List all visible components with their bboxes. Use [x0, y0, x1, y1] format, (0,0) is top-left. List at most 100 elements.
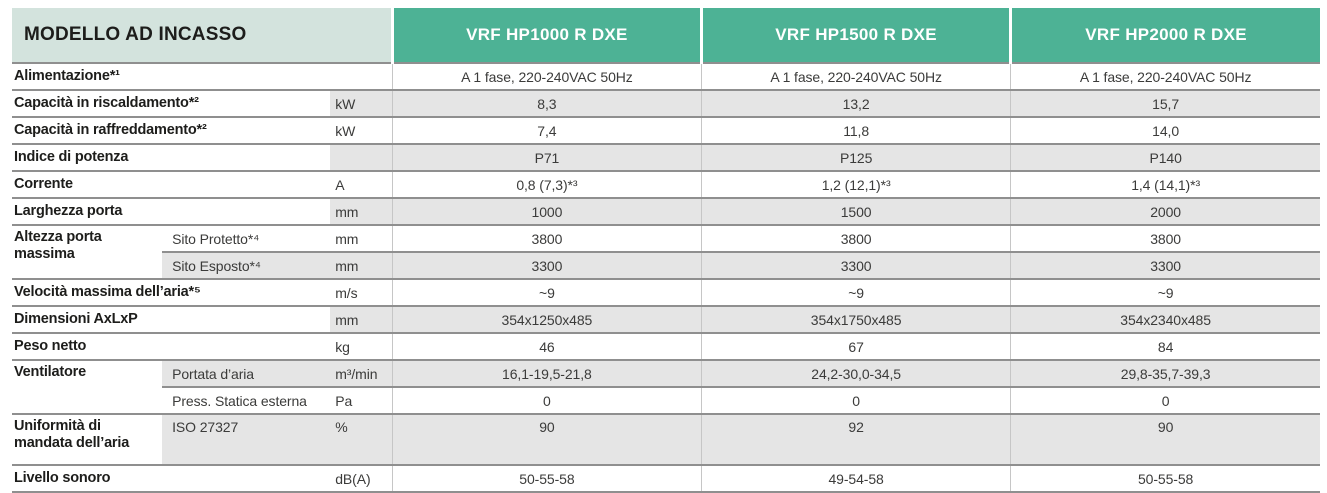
cell-value: 84 [1010, 332, 1320, 360]
table-row-ventilatore-portata: Ventilatore Portata d’aria m³/min 16,1-1… [12, 359, 1320, 414]
table-row-corrente: Corrente A 0,8 (7,3)*³ 1,2 (12,1)*³ 1,4 … [12, 170, 1320, 198]
row-unit [330, 62, 393, 90]
cell-value: 354x2340x485 [1010, 305, 1320, 333]
row-sublabel: ISO 27327 [162, 413, 331, 465]
cell-value: 8,3 [391, 89, 702, 117]
cell-value: 1,2 (12,1)*³ [700, 170, 1011, 198]
row-label: Capacità in riscaldamento*² [12, 89, 331, 117]
cell-value: 1500 [700, 197, 1011, 225]
column-header-model-3: VRF HP2000 R DXE [1009, 8, 1320, 63]
cell-value: 0 [391, 386, 702, 414]
row-unit: Pa [330, 386, 393, 414]
table-row-capacita-raffreddamento: Capacità in raffreddamento*² kW 7,4 11,8… [12, 116, 1320, 144]
cell-value: 3300 [391, 251, 702, 279]
cell-value: A 1 fase, 220-240VAC 50Hz [1010, 62, 1320, 90]
row-sublabel: Portata d’aria [162, 359, 331, 387]
table-row-altezza-porta-protetto: Altezza porta massima Sito Protetto*⁴ mm… [12, 224, 1320, 279]
cell-value: 354x1750x485 [700, 305, 1011, 333]
cell-value: 13,2 [700, 89, 1011, 117]
row-label: Altezza porta massima [12, 224, 163, 279]
cell-value: 3800 [1010, 224, 1320, 252]
row-unit: m³/min [330, 359, 393, 387]
table-row-capacita-riscaldamento: Capacità in riscaldamento*² kW 8,3 13,2 … [12, 89, 1320, 117]
row-unit: kg [330, 332, 393, 360]
table-row-velocita-aria: Velocità massima dell’aria*⁵ m/s ~9 ~9 ~… [12, 278, 1320, 306]
cell-value: 92 [700, 413, 1011, 465]
cell-value: ~9 [1010, 278, 1320, 306]
row-unit: mm [330, 197, 393, 225]
row-label: Larghezza porta [12, 197, 331, 225]
row-label: Alimentazione*¹ [12, 62, 331, 90]
table-row-dimensioni: Dimensioni AxLxP mm 354x1250x485 354x175… [12, 305, 1320, 333]
row-unit: kW [330, 116, 393, 144]
cell-value: ~9 [700, 278, 1011, 306]
table-header-row: MODELLO AD INCASSO VRF HP1000 R DXE VRF … [12, 8, 1320, 63]
cell-value: 90 [391, 413, 702, 465]
column-header-model-2: VRF HP1500 R DXE [699, 8, 1011, 63]
cell-value: 0 [1010, 386, 1320, 414]
row-sublabel: Sito Protetto*⁴ [162, 224, 331, 252]
cell-value: 67 [700, 332, 1011, 360]
cell-value: 1,4 (14,1)*³ [1010, 170, 1320, 198]
cell-value: 46 [391, 332, 702, 360]
row-label: Peso netto [12, 332, 331, 360]
row-label: Dimensioni AxLxP [12, 305, 331, 333]
row-label: Uniformità di mandata dell’aria [12, 413, 163, 465]
table-title: MODELLO AD INCASSO [12, 8, 393, 63]
table-row-alimentazione: Alimentazione*¹ A 1 fase, 220-240VAC 50H… [12, 62, 1320, 90]
table-row-altezza-porta-esposto: Sito Esposto*⁴ mm 3300 3300 3300 [12, 251, 1320, 279]
row-unit [330, 143, 393, 171]
cell-value: 16,1-19,5-21,8 [391, 359, 702, 387]
cell-value: 0 [700, 386, 1011, 414]
row-label: Corrente [12, 170, 331, 198]
row-unit: dB(A) [330, 464, 393, 493]
cell-value: 14,0 [1010, 116, 1320, 144]
column-header-model-1: VRF HP1000 R DXE [390, 8, 702, 63]
table-row-livello-sonoro: Livello sonoro dB(A) 50-55-58 49-54-58 5… [12, 464, 1320, 493]
table-row-ventilatore-pressione: Press. Statica esterna Pa 0 0 0 [12, 386, 1320, 414]
cell-value: P71 [391, 143, 702, 171]
row-unit: mm [330, 305, 393, 333]
cell-value: 90 [1010, 413, 1320, 465]
cell-value: 3300 [1010, 251, 1320, 279]
row-label: Livello sonoro [12, 464, 331, 493]
row-sublabel: Sito Esposto*⁴ [162, 251, 331, 279]
row-unit: A [330, 170, 393, 198]
cell-value: ~9 [391, 278, 702, 306]
cell-value: 0,8 (7,3)*³ [391, 170, 702, 198]
row-unit: % [330, 413, 393, 465]
cell-value: 50-55-58 [391, 464, 702, 493]
row-label: Ventilatore [12, 359, 163, 414]
cell-value: 49-54-58 [700, 464, 1011, 493]
row-label: Capacità in raffreddamento*² [12, 116, 331, 144]
cell-value: 3800 [700, 224, 1011, 252]
cell-value: 11,8 [700, 116, 1011, 144]
cell-value: P125 [700, 143, 1011, 171]
cell-value: 15,7 [1010, 89, 1320, 117]
cell-value: 1000 [391, 197, 702, 225]
row-unit: kW [330, 89, 393, 117]
cell-value: 7,4 [391, 116, 702, 144]
table-row-larghezza-porta: Larghezza porta mm 1000 1500 2000 [12, 197, 1320, 225]
cell-value: A 1 fase, 220-240VAC 50Hz [700, 62, 1011, 90]
cell-value: 29,8-35,7-39,3 [1010, 359, 1320, 387]
row-sublabel: Press. Statica esterna [162, 386, 331, 414]
cell-value: 2000 [1010, 197, 1320, 225]
cell-value: 24,2-30,0-34,5 [700, 359, 1011, 387]
table-row-peso-netto: Peso netto kg 46 67 84 [12, 332, 1320, 360]
row-label: Indice di potenza [12, 143, 331, 171]
cell-value: A 1 fase, 220-240VAC 50Hz [391, 62, 702, 90]
cell-value: 3800 [391, 224, 702, 252]
table-row-uniformita: Uniformità di mandata dell’aria ISO 2732… [12, 413, 1320, 465]
cell-value: 354x1250x485 [391, 305, 702, 333]
cell-value: 50-55-58 [1010, 464, 1320, 493]
cell-value: P140 [1010, 143, 1320, 171]
row-unit: mm [330, 251, 393, 279]
spec-table: MODELLO AD INCASSO VRF HP1000 R DXE VRF … [12, 8, 1320, 493]
row-unit: m/s [330, 278, 393, 306]
row-unit: mm [330, 224, 393, 252]
table-row-indice-potenza: Indice di potenza P71 P125 P140 [12, 143, 1320, 171]
row-label: Velocità massima dell’aria*⁵ [12, 278, 331, 306]
cell-value: 3300 [700, 251, 1011, 279]
